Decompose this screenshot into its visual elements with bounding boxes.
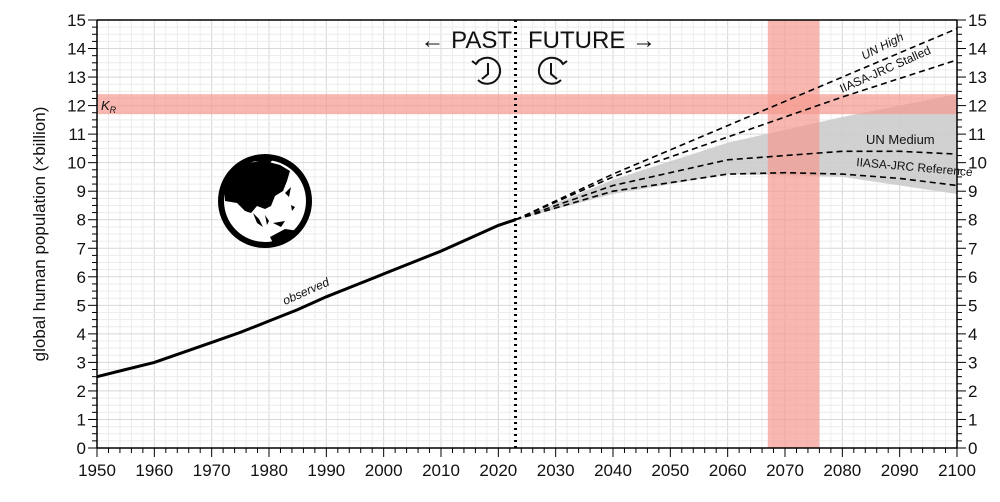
x-tick-label: 2040 [594, 461, 632, 480]
past-clock-icon [471, 56, 502, 85]
y-tick-label-right: 8 [968, 211, 977, 230]
y-tick-label-left: 2 [77, 382, 86, 401]
y-tick-label-left: 14 [67, 40, 86, 59]
y-tick-label-left: 5 [77, 296, 86, 315]
x-tick-label: 1980 [250, 461, 288, 480]
series-un-high [515, 27, 958, 221]
y-tick-label-right: 4 [968, 325, 977, 344]
y-tick-label-left: 9 [77, 182, 86, 201]
y-axis-label: global human population (×billion) [30, 107, 49, 362]
x-tick-label: 2070 [766, 461, 804, 480]
x-tick-label: 1970 [193, 461, 231, 480]
y-tick-label-right: 3 [968, 353, 977, 372]
y-tick-label-left: 8 [77, 211, 86, 230]
x-tick-label: 2000 [365, 461, 403, 480]
y-tick-label-right: 13 [968, 68, 987, 87]
y-tick-label-left: 7 [77, 239, 86, 258]
x-tick-label: 2030 [537, 461, 575, 480]
y-tick-label-left: 1 [77, 410, 86, 429]
y-tick-label-right: 5 [968, 296, 977, 315]
y-tick-label-left: 3 [77, 353, 86, 372]
x-tick-label: 2090 [881, 461, 919, 480]
tick-labels: 1950 1960 1970 1980 1990 2000 2010 2020 2030 2040… [67, 11, 987, 480]
series-un-medium [515, 150, 958, 221]
y-tick-label-right: 0 [968, 439, 977, 458]
y-tick-label-left: 6 [77, 268, 86, 287]
y-tick-label-left: 11 [68, 125, 86, 144]
y-tick-label-right: 2 [968, 382, 977, 401]
y-tick-label-right: 6 [968, 268, 977, 287]
uncertainty-band [515, 94, 957, 220]
x-tick-label: 2010 [422, 461, 460, 480]
x-tick-label: 1960 [135, 461, 173, 480]
series-lines [96, 20, 958, 448]
y-tick-label-left: 13 [67, 68, 86, 87]
y-tick-label-right: 9 [968, 182, 977, 201]
future-clock-icon [537, 56, 568, 85]
axes [88, 19, 966, 457]
globe-icon [218, 154, 312, 248]
x-tick-label: 2100 [938, 461, 976, 480]
y-tick-label-right: 14 [968, 40, 987, 59]
y-tick-label-right: 11 [968, 125, 986, 144]
x-tick-label: 2020 [479, 461, 517, 480]
y-tick-label-left: 10 [67, 154, 86, 173]
x-tick-label: 2060 [709, 461, 747, 480]
y-tick-label-left: 15 [67, 11, 86, 30]
y-tick-label-right: 7 [968, 239, 977, 258]
year-band [767, 20, 820, 448]
series-iiasa-jrc-reference [515, 171, 958, 221]
series-observed [96, 218, 516, 379]
past-label: ← PAST [420, 27, 512, 54]
y-tick-label-right: 12 [968, 97, 987, 116]
y-tick-label-left: 0 [77, 439, 86, 458]
x-tick-label: 1990 [307, 461, 345, 480]
x-tick-label: 2080 [823, 461, 861, 480]
kr-label: KR [101, 98, 117, 115]
y-tick-label-left: 4 [77, 325, 86, 344]
x-tick-label: 2050 [651, 461, 689, 480]
y-tick-label-right: 10 [968, 154, 987, 173]
y-tick-label-left: 12 [67, 97, 86, 116]
y-tick-label-right: 15 [968, 11, 987, 30]
future-label: FUTURE → [528, 27, 656, 54]
x-tick-label: 1950 [78, 461, 116, 480]
bands [97, 20, 957, 448]
series-iiasa-jrc-stalled [515, 59, 958, 221]
grid [96, 19, 958, 449]
kr-band [97, 94, 957, 115]
y-tick-label-right: 1 [968, 410, 977, 429]
un-medium-label: UN Medium [866, 132, 935, 147]
